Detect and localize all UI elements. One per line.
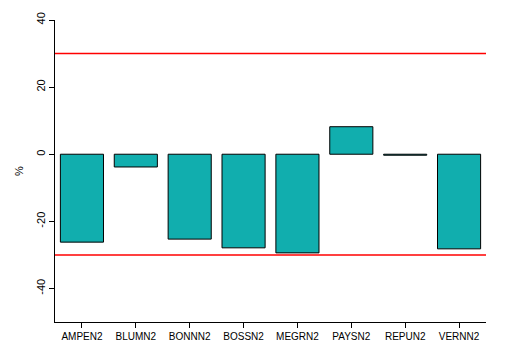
svg-text:REPUN2: REPUN2 bbox=[385, 331, 426, 342]
svg-text:0: 0 bbox=[35, 150, 47, 156]
svg-text:MEGRN2: MEGRN2 bbox=[276, 331, 319, 342]
svg-text:20: 20 bbox=[35, 79, 47, 91]
svg-text:%: % bbox=[13, 166, 25, 176]
svg-text:VERNN2: VERNN2 bbox=[439, 331, 480, 342]
svg-text:-20: -20 bbox=[35, 212, 47, 228]
svg-text:-40: -40 bbox=[35, 279, 47, 295]
svg-text:40: 40 bbox=[35, 12, 47, 24]
svg-text:BLUMN2: BLUMN2 bbox=[116, 331, 157, 342]
svg-text:PAYSN2: PAYSN2 bbox=[332, 331, 370, 342]
svg-text:BOSSN2: BOSSN2 bbox=[223, 331, 264, 342]
svg-text:AMPEN2: AMPEN2 bbox=[61, 331, 103, 342]
svg-text:BONNN2: BONNN2 bbox=[169, 331, 211, 342]
